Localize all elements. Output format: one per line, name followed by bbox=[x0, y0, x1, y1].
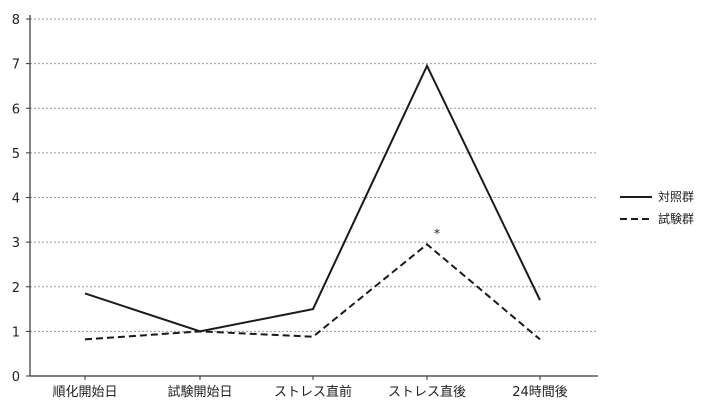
y-tick-label-5: 5 bbox=[12, 147, 20, 162]
y-tick-label-1: 1 bbox=[12, 325, 20, 340]
series-layer bbox=[84, 63, 541, 341]
y-tick-label-3: 3 bbox=[12, 236, 20, 251]
x-tick-label-1: 試験開始日 bbox=[167, 384, 232, 399]
annotation-0: * bbox=[434, 227, 440, 241]
y-tick-label-2: 2 bbox=[12, 281, 20, 296]
grid-layer bbox=[30, 18, 598, 332]
axis-layer: 0 1 2 3 4 5 6 7 8 順化開始日 試験開始日 ストレス直前 ストレス直後 24時間後 bbox=[12, 13, 598, 400]
series-line-1 bbox=[84, 243, 541, 341]
x-tick-label-4: 24時間後 bbox=[512, 385, 568, 399]
x-tick-label-2: ストレス直前 bbox=[274, 384, 352, 399]
y-tick-label-6: 6 bbox=[12, 102, 20, 117]
legend-label-0: 対照群 bbox=[658, 190, 694, 204]
y-tick-label-8: 8 bbox=[12, 13, 20, 28]
annotation-layer: * bbox=[434, 227, 440, 241]
y-tick-label-4: 4 bbox=[12, 192, 20, 207]
y-tick-label-7: 7 bbox=[12, 58, 20, 73]
legend-label-1: 試験群 bbox=[658, 211, 694, 226]
series-line-0 bbox=[84, 63, 541, 333]
x-tick-label-0: 順化開始日 bbox=[52, 385, 117, 399]
y-tick-label-0: 0 bbox=[12, 370, 20, 385]
x-tick-label-3: ストレス直後 bbox=[388, 385, 466, 399]
